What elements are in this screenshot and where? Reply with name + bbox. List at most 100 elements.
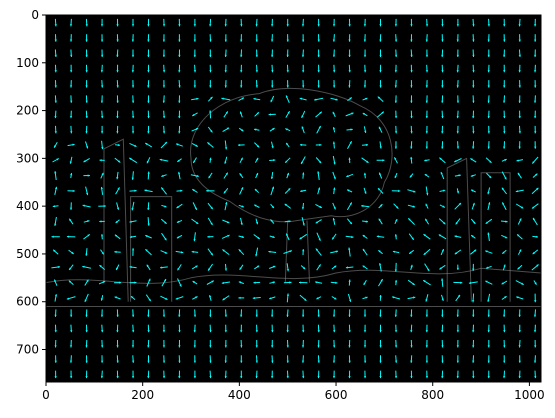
quiver-arrow [238, 127, 244, 132]
quiver-arrow [146, 264, 151, 271]
quiver-arrow [317, 49, 320, 58]
quiver-arrow [487, 340, 490, 348]
quiver-arrow [391, 296, 401, 300]
quiver-arrow [284, 187, 291, 194]
quiver-arrow [394, 234, 398, 240]
quiver-arrow [487, 141, 490, 149]
quiver-arrow [407, 279, 415, 286]
quiver-arrow [286, 339, 289, 348]
quiver-arrow [192, 202, 198, 211]
quiver-arrow [286, 263, 290, 272]
quiver-arrow [317, 64, 320, 73]
quiver-arrow [193, 18, 196, 27]
quiver-arrow [286, 34, 289, 42]
quiver-arrow [317, 339, 320, 348]
quiver-arrow [394, 95, 398, 103]
quiver-arrow [332, 111, 336, 118]
quiver-arrow [66, 296, 76, 300]
quiver-arrow [147, 324, 150, 333]
quiver-arrow [332, 34, 336, 42]
quiver-arrow [130, 295, 136, 300]
quiver-arrow [54, 216, 57, 226]
quiver-arrow [391, 189, 401, 193]
quiver-arrow [532, 217, 538, 226]
quiver-arrow [363, 80, 367, 88]
quiver-arrow [70, 64, 73, 73]
quiver-arrow [69, 80, 73, 88]
quiver-arrow [209, 157, 212, 163]
quiver-arrow [317, 171, 320, 180]
quiver-arrow [394, 324, 398, 333]
quiver-arrow [207, 202, 214, 210]
quiver-arrow [224, 370, 227, 379]
quiver-arrow [68, 218, 74, 225]
x-tick-label: 600 [325, 388, 348, 402]
quiver-arrow [223, 187, 229, 194]
quiver-arrow [270, 219, 275, 224]
quiver-arrow [162, 64, 166, 73]
quiver-arrow [302, 370, 305, 379]
quiver-arrow [85, 248, 88, 256]
edge-outline-5 [480, 172, 511, 302]
quiver-arrow [224, 309, 228, 317]
quiver-arrow [115, 143, 121, 147]
quiver-arrow [283, 250, 293, 254]
quiver-arrow [162, 49, 166, 58]
quiver-arrow [284, 220, 291, 223]
quiver-arrow [54, 171, 57, 181]
quiver-arrow [271, 49, 274, 58]
quiver-arrow [441, 18, 444, 27]
x-axis: 0 200 400 600 800 1000 [42, 382, 545, 402]
quiver-arrow [456, 141, 460, 149]
quiver-arrow [424, 218, 430, 225]
quiver-arrow [503, 64, 506, 73]
quiver-arrow [238, 281, 244, 285]
quiver-arrow [271, 18, 274, 27]
quiver-arrow [132, 110, 135, 119]
quiver-arrow [70, 309, 73, 317]
quiver-arrow [330, 250, 339, 254]
quiver-arrow [100, 18, 104, 27]
quiver-arrow [470, 189, 476, 193]
quiver-arrow [145, 248, 152, 256]
quiver-arrow [485, 157, 492, 164]
quiver-arrow [439, 264, 446, 270]
quiver-arrow [515, 189, 524, 193]
quiver-arrow [441, 95, 444, 103]
quiver-arrow [162, 370, 166, 379]
quiver-arrow [518, 110, 521, 119]
quiver-arrow [502, 264, 506, 271]
quiver-arrow [145, 234, 152, 239]
quiver-arrow [114, 296, 121, 300]
quiver-arrow [518, 309, 521, 317]
quiver-arrow [160, 250, 168, 254]
quiver-arrow [129, 142, 137, 148]
quiver-arrow [70, 95, 73, 103]
quiver-arrow [178, 309, 181, 317]
quiver-arrow [116, 202, 120, 210]
quiver-arrow [147, 370, 150, 379]
quiver-arrow [317, 18, 320, 27]
quiver-arrow [255, 247, 259, 257]
quiver-arrow [85, 141, 89, 149]
quiver-arrow [534, 125, 537, 134]
quiver-arrow [424, 263, 430, 272]
quiver-arrow [116, 80, 119, 88]
quiver-arrow [162, 324, 166, 333]
quiver-arrow [85, 18, 88, 27]
quiver-arrow [51, 235, 60, 238]
quiver-arrow [69, 18, 73, 27]
quiver-arrow [456, 125, 459, 134]
quiver-arrow [394, 370, 398, 379]
quiver-arrow [116, 110, 119, 119]
quiver-arrow [209, 309, 212, 317]
quiver-arrow [425, 370, 429, 379]
quiver-arrow [100, 64, 104, 73]
quiver-arrow [115, 264, 120, 271]
quiver-arrow [440, 248, 445, 256]
quiver-arrow [269, 296, 276, 300]
quiver-arrow [222, 219, 230, 224]
quiver-arrow [224, 324, 227, 333]
quiver-arrow [238, 248, 245, 256]
quiver-arrow [379, 18, 382, 27]
